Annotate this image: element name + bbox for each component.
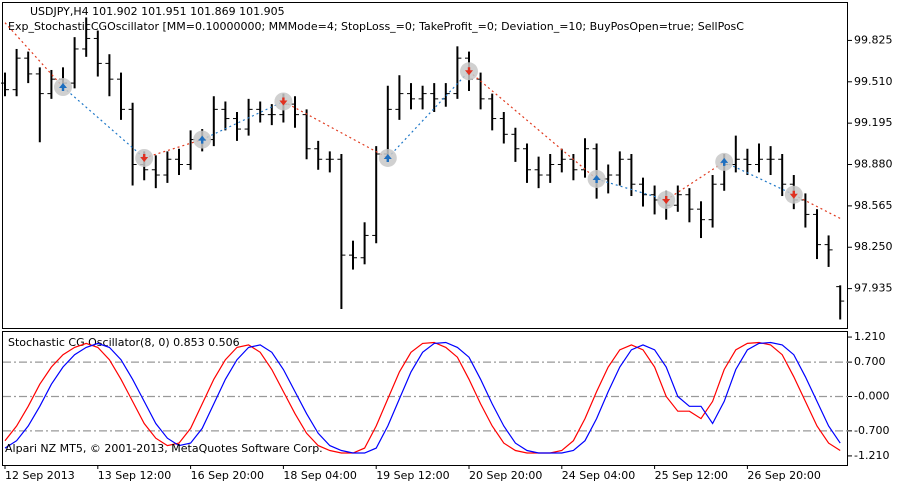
x-tick-label: 26 Sep 20:00 (747, 469, 820, 482)
deal-arrow (662, 195, 671, 204)
y-tick-label: 99.825 (854, 33, 893, 46)
y-tick-label: -0.700 (854, 424, 889, 437)
deal-arrow (720, 157, 729, 166)
chart-title: USDJPY,H4 101.902 101.951 101.869 101.90… (30, 5, 285, 18)
deal-line (4, 22, 841, 219)
y-tick-label: 99.510 (854, 75, 893, 88)
y-tick-label: 98.565 (854, 199, 893, 212)
x-tick-label: 20 Sep 20:00 (469, 469, 542, 482)
oscillator-line (4, 341, 841, 454)
deal-arrow (465, 67, 473, 76)
y-tick-label: 1.210 (854, 330, 886, 343)
y-tick-label: 99.195 (854, 116, 893, 129)
annotation: Alpari NZ MT5, © 2001-2013, MetaQuotes S… (5, 442, 323, 455)
x-tick-label: 19 Sep 12:00 (376, 469, 449, 482)
x-tick-label: 13 Sep 12:00 (98, 469, 171, 482)
y-tick-label: 97.935 (854, 282, 893, 295)
deal-arrow (789, 190, 798, 199)
deal-arrow (592, 174, 601, 183)
deal-arrow (383, 153, 392, 162)
deal-arrow (198, 135, 207, 144)
y-tick-label: -1.210 (854, 449, 889, 462)
indicator-title: Stochastic CG Oscillator(8, 0) 0.853 0.5… (8, 336, 240, 349)
deal-arrow (140, 153, 149, 162)
chart-subtitle: Exp_StochasticCGOscillator [MM=0.1000000… (8, 20, 744, 33)
x-tick-label: 18 Sep 04:00 (283, 469, 356, 482)
y-tick-label: 98.880 (854, 158, 893, 171)
x-tick-label: 24 Sep 04:00 (562, 469, 635, 482)
y-tick-label: 98.250 (854, 240, 893, 253)
x-tick-label: 16 Sep 20:00 (191, 469, 264, 482)
deal-arrow (59, 83, 67, 92)
oscillator-line (4, 341, 841, 454)
y-tick-label: -0.000 (854, 389, 889, 402)
y-tick-label: 0.700 (854, 355, 886, 368)
x-tick-label: 12 Sep 2013 (5, 469, 75, 482)
deal-arrow (279, 97, 288, 106)
x-tick-label: 25 Sep 12:00 (655, 469, 728, 482)
